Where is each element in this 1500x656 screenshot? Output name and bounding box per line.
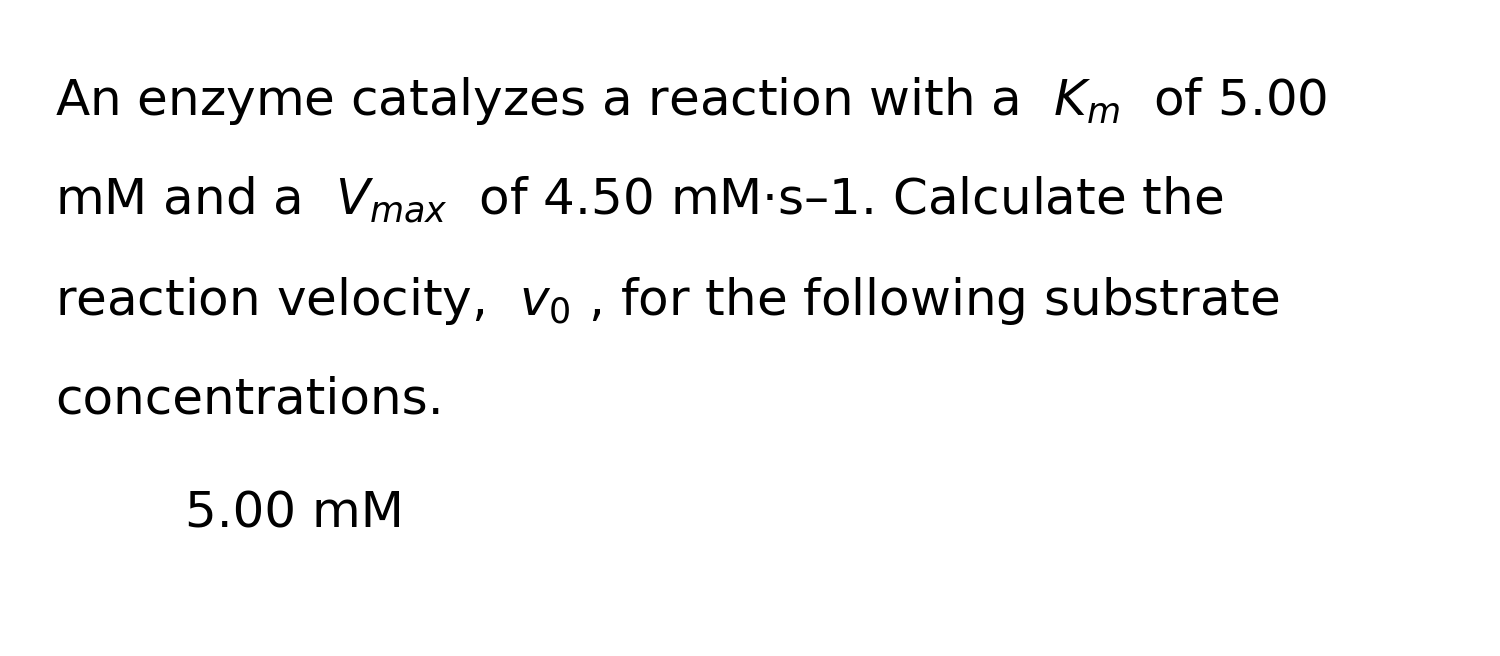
Text: 5.00 mM: 5.00 mM [184, 490, 404, 538]
Text: mM and a  $\it{V}_{max}$  of 4.50 mM·s–1. Calculate the: mM and a $\it{V}_{max}$ of 4.50 mM·s–1. … [56, 175, 1224, 226]
Text: An enzyme catalyzes a reaction with a  $\it{K}_{m}$  of 5.00: An enzyme catalyzes a reaction with a $\… [56, 75, 1328, 127]
Text: concentrations.: concentrations. [56, 375, 444, 423]
Text: reaction velocity,  $\it{v}_{0}$ , for the following substrate: reaction velocity, $\it{v}_{0}$ , for th… [56, 275, 1280, 327]
